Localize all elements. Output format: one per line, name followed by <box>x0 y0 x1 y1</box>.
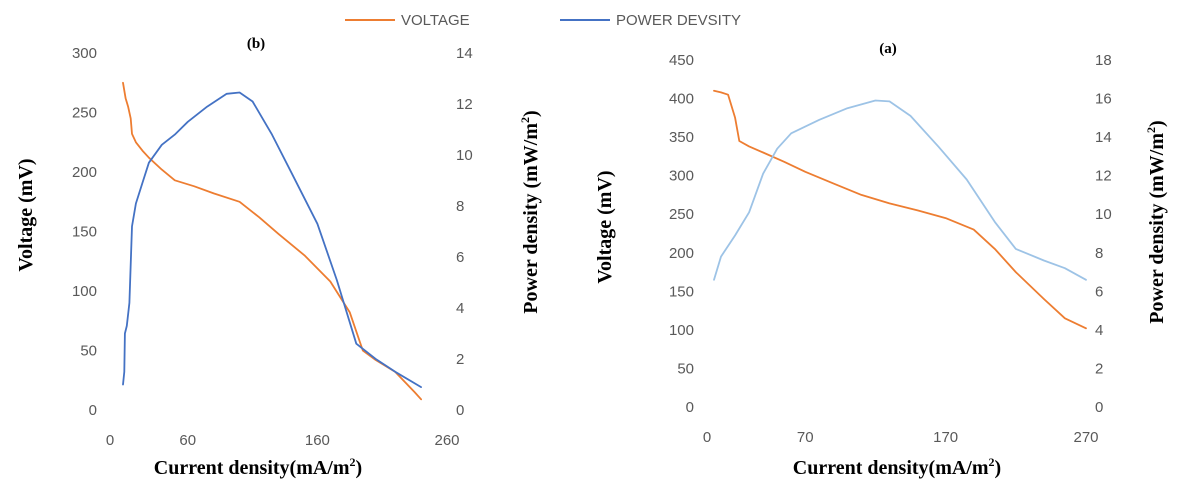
y-tick-a-2: 100 <box>669 322 694 339</box>
plot-area-a <box>713 89 1087 330</box>
x-tick-a-0: 0 <box>703 429 711 446</box>
y-tick-a-9: 450 <box>669 52 694 69</box>
y2-tick-b-1: 2 <box>456 351 464 368</box>
y2-tick-a-9: 18 <box>1095 52 1112 69</box>
y2-tick-a-0: 0 <box>1095 399 1103 416</box>
y2-tick-a-1: 2 <box>1095 360 1103 377</box>
x-axis-title-b: Current density(mA/m2) <box>154 455 362 479</box>
y2-tick-a-3: 6 <box>1095 283 1103 300</box>
y-tick-a-4: 200 <box>669 245 694 262</box>
y2-tick-a-5: 10 <box>1095 206 1112 223</box>
power-density-line-a <box>713 99 1087 281</box>
x-tick-a-2: 170 <box>933 429 958 446</box>
x-tick-b-1: 60 <box>179 432 196 449</box>
y-axis-title-b: Voltage (mV) <box>15 158 37 271</box>
y-axis-title-a: Voltage (mV) <box>594 170 616 283</box>
y2-ticks-b: 0 2 4 6 8 10 12 14 <box>456 45 473 419</box>
x-axis-title-a: Current density(mA/m2) <box>793 455 1001 479</box>
legend: VOLTAGE POWER DEVSITY <box>345 12 741 29</box>
panel-label-b: (b) <box>247 36 265 52</box>
y-tick-a-3: 150 <box>669 283 694 300</box>
x-tick-a-3: 270 <box>1073 429 1098 446</box>
y-tick-b-0: 0 <box>89 402 97 419</box>
x-ticks-a: 0 70 170 270 <box>703 429 1099 446</box>
y2-ticks-a: 0 2 4 6 8 10 12 14 16 18 <box>1095 52 1112 416</box>
y2-tick-b-4: 8 <box>456 198 464 215</box>
power-density-line-b <box>122 91 422 388</box>
plot-area-b <box>122 81 422 401</box>
y-tick-a-5: 250 <box>669 206 694 223</box>
y2-tick-b-7: 14 <box>456 45 473 62</box>
y-tick-b-5: 250 <box>72 105 97 122</box>
x-tick-a-1: 70 <box>797 429 814 446</box>
y-tick-b-1: 50 <box>80 343 97 360</box>
y2-tick-a-4: 8 <box>1095 245 1103 262</box>
y2-axis-title-a: Power density (mW/m2) <box>1144 120 1168 323</box>
y-tick-a-7: 350 <box>669 129 694 146</box>
y-tick-b-2: 100 <box>72 283 97 300</box>
y2-tick-b-5: 10 <box>456 147 473 164</box>
y-tick-a-6: 300 <box>669 168 694 185</box>
y-tick-a-0: 0 <box>686 399 694 416</box>
y-tick-b-4: 200 <box>72 164 97 181</box>
y2-tick-a-2: 4 <box>1095 322 1103 339</box>
y-tick-a-8: 400 <box>669 91 694 108</box>
panel-label-a: (a) <box>879 41 897 57</box>
y2-tick-a-7: 14 <box>1095 129 1112 146</box>
y-ticks-b: 0 50 100 150 200 250 300 <box>72 45 97 419</box>
y2-tick-a-8: 16 <box>1095 91 1112 108</box>
y-ticks-a: 0 50 100 150 200 250 300 350 400 450 <box>669 52 694 416</box>
chart-panel-b: (b) Current density(mA/m2) Voltage (mV) … <box>15 36 542 479</box>
legend-voltage-label: VOLTAGE <box>401 12 470 29</box>
legend-power-label: POWER DEVSITY <box>616 12 741 29</box>
voltage-line-b <box>122 81 422 401</box>
x-tick-b-2: 160 <box>305 432 330 449</box>
y-tick-a-1: 50 <box>677 360 694 377</box>
y2-tick-b-0: 0 <box>456 402 464 419</box>
y2-axis-title-b: Power density (mW/m2) <box>518 110 542 313</box>
y2-tick-b-2: 4 <box>456 300 464 317</box>
x-tick-b-0: 0 <box>106 432 114 449</box>
x-ticks-b: 0 60 160 260 <box>106 432 460 449</box>
y2-tick-b-6: 12 <box>456 96 473 113</box>
y-tick-b-6: 300 <box>72 45 97 62</box>
y2-tick-a-6: 12 <box>1095 168 1112 185</box>
y2-tick-b-3: 6 <box>456 249 464 266</box>
chart-panel-a: (a) Current density(mA/m2) Voltage (mV) … <box>594 41 1168 479</box>
voltage-line-a <box>713 89 1087 330</box>
x-tick-b-3: 260 <box>434 432 459 449</box>
y-tick-b-3: 150 <box>72 224 97 241</box>
